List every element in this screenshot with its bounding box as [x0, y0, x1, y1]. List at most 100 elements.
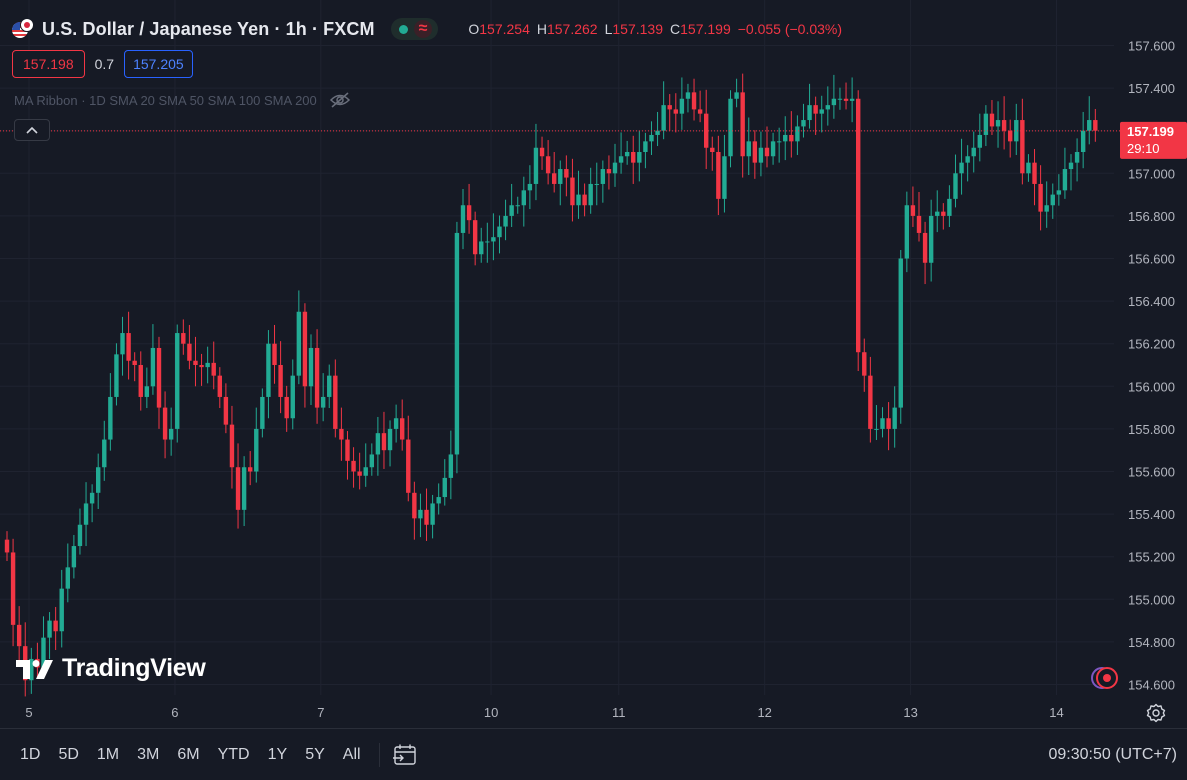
candle-body: [600, 169, 606, 184]
candle-body: [126, 333, 131, 361]
candle-body: [637, 152, 642, 163]
candle-body: [254, 428, 259, 472]
candle-body: [734, 92, 739, 99]
candle-body: [582, 194, 587, 206]
candle-body: [594, 183, 599, 185]
candle-body: [831, 98, 837, 106]
range-button-5d[interactable]: 5D: [50, 746, 86, 764]
candle-body: [454, 232, 460, 455]
candle-body: [187, 343, 192, 361]
candle-body: [673, 109, 678, 114]
candle-body: [479, 241, 484, 255]
candle-body: [1032, 162, 1037, 184]
candle-body: [953, 173, 958, 199]
candle-body: [120, 333, 125, 355]
candle-body: [515, 205, 520, 207]
time-tick-label: 14: [1049, 705, 1063, 720]
candle-body: [369, 454, 374, 468]
range-button-1d[interactable]: 1D: [12, 746, 48, 764]
symbol-title[interactable]: U.S. Dollar / Japanese Yen · 1h · FXCM: [42, 18, 375, 39]
eye-hidden-icon[interactable]: [329, 92, 351, 108]
range-button-1y[interactable]: 1Y: [260, 746, 296, 764]
candle-body: [880, 418, 885, 429]
date-range-picker-icon[interactable]: [392, 743, 418, 767]
range-button-ytd[interactable]: YTD: [210, 746, 258, 764]
candle-body: [643, 141, 648, 152]
candle-body: [564, 169, 569, 178]
tradingview-logo[interactable]: TradingView: [16, 654, 206, 683]
candle-body: [1001, 120, 1007, 131]
candle-body: [96, 467, 101, 493]
market-status[interactable]: ≈: [390, 18, 439, 40]
candle-body: [223, 396, 229, 425]
candle-body: [491, 237, 496, 242]
candle-body: [776, 141, 782, 143]
candle-body: [10, 552, 16, 625]
indicator-label: MA Ribbon · 1D SMA 20 SMA 50 SMA 100 SMA…: [14, 92, 317, 108]
candle-body: [710, 147, 715, 152]
collapse-legend-button[interactable]: [14, 119, 50, 141]
candle-body: [868, 375, 873, 429]
buy-price-button[interactable]: 157.205: [124, 50, 193, 78]
candle-body: [813, 105, 818, 114]
candle-body: [345, 439, 350, 461]
candle-body: [83, 503, 89, 525]
toolbar-divider: [378, 742, 380, 767]
candle-body: [1008, 130, 1013, 142]
market-open-dot-icon: [398, 24, 408, 34]
range-button-3m[interactable]: 3M: [129, 746, 167, 764]
candle-body: [612, 162, 618, 174]
range-button-all[interactable]: All: [335, 746, 369, 764]
candle-body: [722, 156, 727, 199]
tradingview-logo-icon: [16, 659, 53, 679]
data-delay-icon: ≈: [413, 20, 433, 38]
candle-body: [357, 471, 362, 476]
time-tick-label: 10: [484, 705, 498, 720]
chevron-up-icon: [26, 126, 38, 134]
candle-body: [728, 98, 733, 157]
candle-body: [825, 105, 830, 110]
range-button-1m[interactable]: 1M: [89, 746, 127, 764]
time-tick-label: 7: [317, 705, 324, 720]
candle-body: [928, 215, 934, 263]
candle-body: [217, 375, 222, 397]
candle-body: [16, 624, 22, 647]
candle-body: [1014, 120, 1019, 142]
record-icon[interactable]: [1091, 666, 1119, 690]
candle-body: [302, 311, 308, 387]
candle-body: [472, 220, 478, 255]
timezone-clock[interactable]: 09:30:50 (UTC+7): [1048, 745, 1177, 763]
price-tick-label: 155.600: [1128, 465, 1175, 480]
last-price-label: 157.199 29:10: [1120, 121, 1187, 159]
candle-body: [290, 375, 295, 419]
candle-body: [1020, 120, 1025, 174]
candle-body: [77, 524, 83, 547]
candle-body: [418, 509, 423, 519]
candle-body: [132, 360, 137, 365]
candle-body: [168, 428, 174, 440]
candle-body: [606, 169, 612, 174]
candle-body: [989, 113, 995, 127]
candle-body: [837, 98, 843, 100]
candle-body: [248, 467, 253, 472]
candle-body: [59, 588, 64, 632]
indicator-legend[interactable]: MA Ribbon · 1D SMA 20 SMA 50 SMA 100 SMA…: [14, 92, 351, 108]
price-axis[interactable]: 157.600157.400157.200157.000156.800156.6…: [1128, 39, 1175, 693]
candle-body: [1087, 120, 1092, 131]
range-button-5y[interactable]: 5Y: [297, 746, 333, 764]
candle-body: [156, 347, 162, 408]
time-axis[interactable]: 5 6 7 10 11 12 13 14: [25, 705, 1063, 720]
candle-body: [320, 396, 326, 408]
candle-body: [448, 454, 454, 478]
sell-price-button[interactable]: 157.198: [12, 50, 85, 78]
range-button-6m[interactable]: 6M: [169, 746, 207, 764]
price-tick-label: 157.600: [1128, 39, 1175, 54]
candle-body: [1026, 162, 1031, 174]
candle-body: [898, 258, 903, 408]
symbol-header: U.S. Dollar / Japanese Yen · 1h · FXCM ≈…: [12, 16, 842, 42]
candle-body: [406, 439, 411, 493]
candle-body: [260, 396, 265, 429]
candle-body: [381, 433, 387, 451]
chart-settings-gear-icon[interactable]: [1146, 703, 1166, 723]
